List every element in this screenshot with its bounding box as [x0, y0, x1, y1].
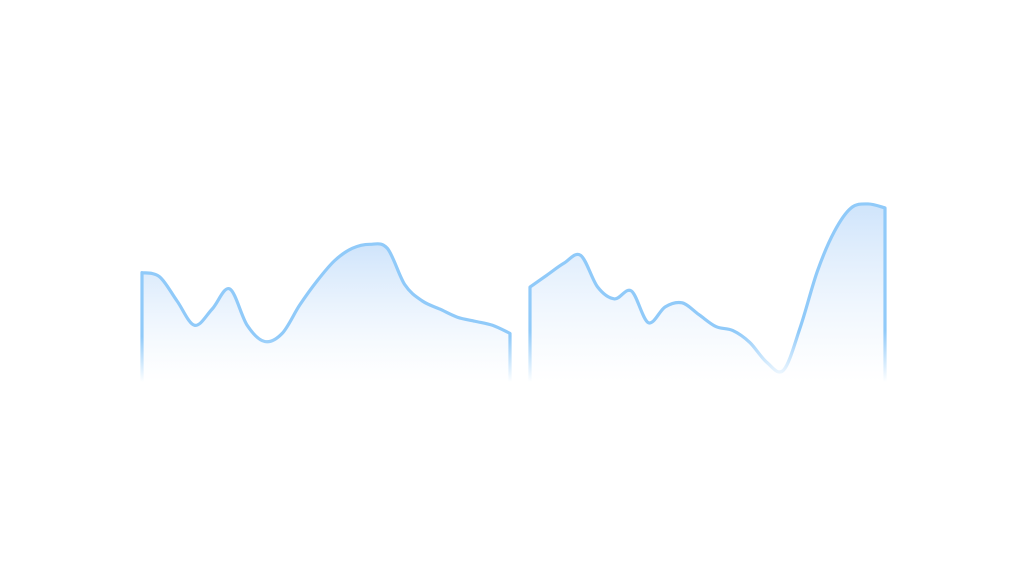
- area-line-series-1: [140, 242, 512, 384]
- area-chart-1: [140, 242, 512, 384]
- charts-group: [140, 202, 887, 384]
- area-chart-2: [528, 202, 887, 384]
- area-fill-series-1: [530, 203, 885, 382]
- area-line-series-1: [528, 202, 887, 384]
- area-fill-series-1: [142, 243, 510, 382]
